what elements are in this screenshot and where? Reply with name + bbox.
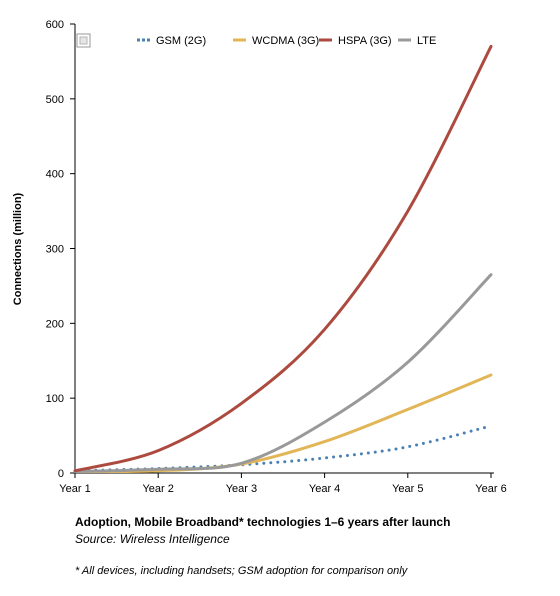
- series-line-lte: [73, 273, 493, 473]
- legend: GSM (2G) WCDMA (3G) HSPA (3G) LTE: [137, 35, 436, 47]
- legend-label-hspa-3g: HSPA (3G): [338, 35, 392, 47]
- y-tick-label: 200: [46, 318, 64, 330]
- legend-label-gsm-2g: GSM (2G): [156, 35, 206, 47]
- x-tick-label: Year 3: [226, 483, 257, 495]
- series-line-hspa-3g: [73, 44, 493, 473]
- x-tick-label: Year 1: [59, 483, 90, 495]
- legend-label-lte: LTE: [417, 35, 436, 47]
- legend-label-wcdma-3g: WCDMA (3G): [252, 35, 319, 47]
- y-axis-label: Connections (million): [12, 192, 24, 305]
- chart-footnote: * All devices, including handsets; GSM a…: [75, 565, 408, 577]
- chart-caption-source: Source: Wireless Intelligence: [75, 532, 230, 546]
- x-tick-label: Year 4: [309, 483, 340, 495]
- y-tick-label: 100: [46, 393, 64, 405]
- x-tick-label: Year 6: [475, 483, 506, 495]
- chart-axes: [74, 24, 494, 474]
- x-tick-label: Year 5: [392, 483, 423, 495]
- chart-options-icon[interactable]: [76, 33, 91, 48]
- x-axis-ticks: Year 1 Year 2 Year 3 Year 4 Year 5 Year 6: [59, 473, 507, 495]
- series-line-gsm-2g: [73, 424, 493, 473]
- y-tick-label: 0: [58, 468, 64, 480]
- y-axis-ticks: 0 100 200 300 400 500 600: [46, 19, 75, 480]
- y-tick-label: 500: [46, 94, 64, 106]
- chart-caption-title: Adoption, Mobile Broadband* technologies…: [75, 515, 451, 529]
- y-tick-label: 600: [46, 19, 64, 31]
- y-tick-label: 400: [46, 169, 64, 181]
- x-tick-label: Year 2: [142, 483, 173, 495]
- series-lines: [73, 44, 493, 474]
- y-tick-label: 300: [46, 244, 64, 256]
